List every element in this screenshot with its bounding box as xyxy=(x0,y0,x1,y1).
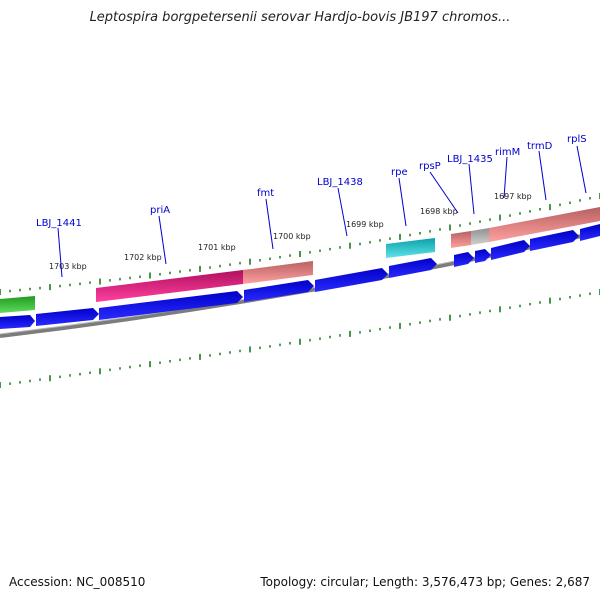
cds-arrow[interactable] xyxy=(315,268,388,292)
outer-tick-arc xyxy=(0,193,600,295)
cds-arrow[interactable] xyxy=(0,315,35,329)
green-feature-block[interactable] xyxy=(0,296,35,313)
gene-label-rpls[interactable]: rplS xyxy=(567,134,587,145)
kbp-scale: 1703 kbp 1702 kbp 1701 kbp 1700 kbp 1699… xyxy=(49,192,532,271)
salmon-feature-block[interactable] xyxy=(451,231,471,248)
kbp-label: 1699 kbp xyxy=(346,220,384,229)
cds-arrow[interactable] xyxy=(244,280,314,302)
label-leader-line xyxy=(398,177,407,227)
label-leader-line xyxy=(538,150,547,201)
cds-arrow[interactable] xyxy=(491,240,530,260)
label-leader-line xyxy=(337,187,348,237)
kbp-label: 1702 kbp xyxy=(124,253,162,262)
cds-arrow[interactable] xyxy=(530,230,579,251)
cds-track xyxy=(0,224,600,329)
gene-label-lbj-1435[interactable]: LBJ_1435 xyxy=(447,154,493,165)
inner-tick-arc xyxy=(0,289,600,388)
label-leader-line xyxy=(265,198,274,250)
gene-labels: LBJ_1441 priA fmt LBJ_1438 rpe rpsP LBJ_… xyxy=(36,134,587,229)
feature-track xyxy=(0,207,600,313)
label-leader-line xyxy=(468,163,475,215)
cds-arrow[interactable] xyxy=(99,291,243,320)
cds-arrow[interactable] xyxy=(36,308,99,326)
kbp-label: 1698 kbp xyxy=(420,207,458,216)
cds-arrow[interactable] xyxy=(580,224,600,241)
gene-label-pria[interactable]: priA xyxy=(150,205,170,216)
pink-feature-block[interactable] xyxy=(96,270,243,302)
accession-text: Accession: NC_008510 xyxy=(9,575,146,589)
cds-arrow[interactable] xyxy=(475,249,491,263)
gene-label-rimm[interactable]: rimM xyxy=(495,147,520,158)
cyan-feature-block[interactable] xyxy=(386,238,435,258)
label-leader-line xyxy=(57,227,63,278)
label-leader-line xyxy=(429,171,459,214)
gene-label-fmt[interactable]: fmt xyxy=(257,188,274,199)
gene-label-trmd[interactable]: trmD xyxy=(527,141,553,152)
salmon-feature-block[interactable] xyxy=(489,207,600,242)
cds-arrow[interactable] xyxy=(389,258,437,278)
label-leader-line xyxy=(576,145,587,194)
label-leader-line xyxy=(158,215,167,265)
kbp-label: 1700 kbp xyxy=(273,232,311,241)
gray-feature-block[interactable] xyxy=(471,228,489,245)
cds-arrow[interactable] xyxy=(454,252,474,267)
kbp-label: 1697 kbp xyxy=(494,192,532,201)
genome-summary-text: Topology: circular; Length: 3,576,473 bp… xyxy=(260,575,590,589)
label-leader-line xyxy=(503,156,508,199)
gene-label-lines xyxy=(57,145,587,278)
gene-label-rpsp[interactable]: rpsP xyxy=(419,161,441,172)
map-title: Leptospira borgpetersenii serovar Hardjo… xyxy=(89,10,511,25)
gene-label-lbj-1438[interactable]: LBJ_1438 xyxy=(317,177,363,188)
gene-label-lbj-1441[interactable]: LBJ_1441 xyxy=(36,218,82,229)
kbp-label: 1703 kbp xyxy=(49,262,87,271)
gene-label-rpe[interactable]: rpe xyxy=(391,167,408,178)
salmon-feature-block[interactable] xyxy=(243,261,313,284)
kbp-label: 1701 kbp xyxy=(198,243,236,252)
